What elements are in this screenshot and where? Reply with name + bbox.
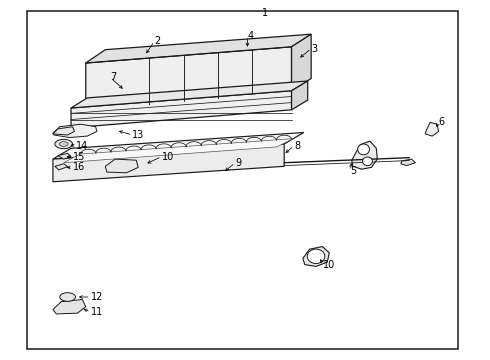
- Ellipse shape: [307, 249, 325, 264]
- Bar: [27, 11, 458, 349]
- Polygon shape: [53, 300, 86, 314]
- Text: 1: 1: [262, 8, 269, 18]
- Polygon shape: [53, 144, 284, 182]
- Polygon shape: [64, 139, 293, 163]
- Polygon shape: [401, 159, 416, 166]
- Polygon shape: [71, 91, 292, 128]
- Text: 16: 16: [73, 162, 85, 172]
- Polygon shape: [53, 132, 304, 159]
- Text: 3: 3: [311, 44, 318, 54]
- Ellipse shape: [60, 293, 75, 301]
- Polygon shape: [58, 153, 71, 159]
- Text: 6: 6: [439, 117, 445, 127]
- Polygon shape: [105, 159, 138, 173]
- Text: 14: 14: [76, 141, 88, 151]
- Polygon shape: [86, 34, 311, 63]
- Text: 2: 2: [154, 36, 161, 46]
- Polygon shape: [53, 124, 97, 138]
- Polygon shape: [292, 34, 311, 91]
- Polygon shape: [303, 247, 329, 266]
- Polygon shape: [55, 164, 68, 170]
- Text: 15: 15: [73, 152, 85, 162]
- Text: 4: 4: [247, 31, 254, 41]
- Ellipse shape: [358, 144, 369, 155]
- Polygon shape: [292, 81, 308, 110]
- Text: 9: 9: [235, 158, 241, 168]
- Text: 10: 10: [162, 152, 174, 162]
- Polygon shape: [71, 81, 308, 108]
- Text: 11: 11: [91, 307, 103, 317]
- Text: 12: 12: [91, 292, 103, 302]
- Ellipse shape: [55, 139, 73, 149]
- Text: 7: 7: [110, 72, 117, 82]
- Text: 10: 10: [323, 260, 336, 270]
- Polygon shape: [53, 127, 74, 135]
- Ellipse shape: [59, 141, 68, 146]
- Polygon shape: [425, 122, 439, 136]
- Text: 13: 13: [132, 130, 145, 140]
- Ellipse shape: [363, 157, 372, 166]
- Text: 5: 5: [350, 166, 357, 176]
- Text: 8: 8: [294, 141, 300, 151]
- Polygon shape: [352, 141, 377, 169]
- Polygon shape: [86, 47, 292, 110]
